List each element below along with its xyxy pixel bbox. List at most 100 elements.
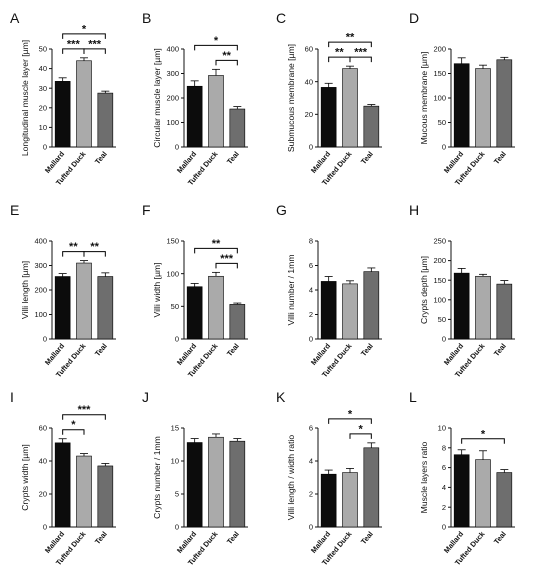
y-axis-label: Crypts width [µm] xyxy=(20,444,30,511)
y-tick-label: 300 xyxy=(34,261,47,270)
y-tick-label: 0 xyxy=(442,143,446,152)
significance-label: * xyxy=(481,428,486,440)
bar-tufted-duck xyxy=(208,436,224,528)
bar-teal xyxy=(97,92,114,148)
significance-bracket xyxy=(62,429,85,435)
category-label: Teal xyxy=(93,530,109,547)
y-tick-label: 200 xyxy=(433,45,446,54)
y-tick-label: 2 xyxy=(442,503,446,512)
panel-letter: F xyxy=(142,202,151,218)
significance-label: *** xyxy=(88,38,102,50)
significance-label: * xyxy=(359,423,364,435)
y-tick-label: 0 xyxy=(309,143,313,152)
significance-bracket xyxy=(62,414,106,420)
panel-letter: D xyxy=(409,10,419,26)
y-tick-label: 6 xyxy=(442,463,446,472)
y-tick-label: 15 xyxy=(171,424,179,433)
bar-tufted-duck xyxy=(76,455,92,528)
panel-letter: E xyxy=(10,202,19,218)
category-label: Teal xyxy=(359,342,375,359)
significance-bracket xyxy=(83,48,106,54)
panel-letter: G xyxy=(276,202,287,218)
y-tick-label: 50 xyxy=(438,118,446,127)
bar-teal xyxy=(229,108,246,148)
y-tick-label: 200 xyxy=(166,94,179,103)
panel-letter: H xyxy=(409,202,419,218)
panel-letter: J xyxy=(142,389,149,405)
y-tick-label: 150 xyxy=(433,276,446,285)
y-axis-label: Circular muscle layer [µm] xyxy=(152,48,162,148)
y-tick-label: 40 xyxy=(39,64,47,73)
significance-label: * xyxy=(214,35,219,47)
bar-mallard xyxy=(186,442,203,528)
significance-label: ** xyxy=(69,241,78,253)
bar-mallard xyxy=(54,442,71,528)
significance-label: ** xyxy=(346,32,355,44)
y-axis-label: Villi width [µm] xyxy=(152,263,162,318)
bar-mallard xyxy=(54,81,71,148)
y-tick-label: 8 xyxy=(442,443,446,452)
y-tick-label: 0 xyxy=(175,143,179,152)
y-tick-label: 5 xyxy=(175,490,179,499)
significance-label: ** xyxy=(212,238,221,250)
category-label: Teal xyxy=(492,530,508,547)
bar-mallard xyxy=(453,272,470,340)
y-tick-label: 250 xyxy=(433,237,446,246)
bar-teal xyxy=(97,465,114,528)
y-tick-label: 100 xyxy=(433,94,446,103)
y-tick-label: 150 xyxy=(433,69,446,78)
category-label: Teal xyxy=(225,530,241,547)
y-tick-label: 300 xyxy=(166,69,179,78)
significance-label: ** xyxy=(335,47,344,59)
significance-label: *** xyxy=(67,38,81,50)
significance-bracket xyxy=(349,56,372,63)
y-tick-label: 8 xyxy=(309,237,313,246)
category-label: Teal xyxy=(492,150,508,167)
y-tick-label: 60 xyxy=(305,45,313,54)
y-tick-label: 0 xyxy=(309,335,313,344)
y-tick-label: 4 xyxy=(309,457,313,466)
panel-letter: B xyxy=(142,10,151,26)
y-tick-label: 50 xyxy=(438,315,446,324)
panel-letter: K xyxy=(276,389,286,405)
y-axis-label: Villi length [µm] xyxy=(20,261,30,319)
y-tick-label: 400 xyxy=(34,237,47,246)
significance-label: * xyxy=(348,408,353,420)
bar-tufted-duck xyxy=(475,459,491,528)
bar-teal xyxy=(496,59,513,148)
y-tick-label: 0 xyxy=(175,523,179,532)
bar-teal xyxy=(496,472,513,528)
bar-tufted-duck xyxy=(208,275,224,340)
y-tick-label: 4 xyxy=(442,483,446,492)
panel-a: A 0 10 20 30 40 50 Longitudinal muscle layer [µ… xyxy=(10,10,116,187)
panel-letter: L xyxy=(409,389,417,405)
y-tick-label: 0 xyxy=(442,335,446,344)
y-axis-label: Crypts depth [µm] xyxy=(419,256,429,324)
y-tick-label: 150 xyxy=(166,237,179,246)
category-label: Teal xyxy=(225,342,241,359)
y-tick-label: 40 xyxy=(39,457,47,466)
panel-letter: A xyxy=(10,10,20,26)
bar-teal xyxy=(229,440,246,528)
category-label: Teal xyxy=(492,342,508,359)
bar-teal xyxy=(363,105,380,148)
y-tick-label: 10 xyxy=(171,457,179,466)
y-tick-label: 100 xyxy=(433,295,446,304)
y-tick-label: 0 xyxy=(309,523,313,532)
bar-mallard xyxy=(186,286,203,340)
y-tick-label: 400 xyxy=(166,45,179,54)
y-tick-label: 0 xyxy=(175,335,179,344)
significance-label: ** xyxy=(90,241,99,253)
significance-bracket xyxy=(328,41,372,48)
significance-bracket xyxy=(349,433,372,439)
y-axis-label: Submucous membrane [µm] xyxy=(286,44,296,152)
y-tick-label: 6 xyxy=(309,424,313,433)
significance-bracket xyxy=(461,438,505,444)
bar-mallard xyxy=(54,276,71,340)
bar-mallard xyxy=(320,87,337,148)
